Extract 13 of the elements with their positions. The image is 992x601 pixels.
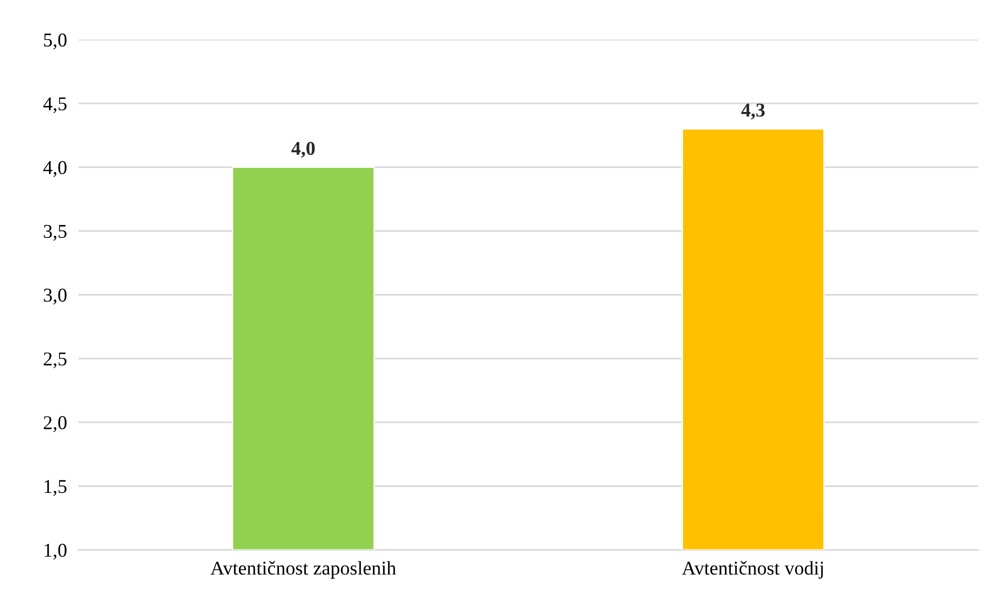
- y-tick-label: 2,0: [44, 416, 67, 432]
- y-tick-label: 3,0: [44, 288, 67, 305]
- y-tick-label: 5,0: [44, 33, 67, 50]
- y-tick-label: 2,5: [44, 352, 66, 368]
- x-tick-label: Avtentičnost vodij: [682, 561, 823, 579]
- y-tick-label: 1,0: [44, 544, 67, 560]
- y-tick-label: 3,5: [44, 224, 66, 241]
- y-tick-label: 4,0: [43, 161, 67, 177]
- y-tick-label: 4,5: [43, 97, 66, 114]
- data-label: 4,3: [741, 104, 765, 120]
- y-tick-label: 1,5: [44, 480, 66, 496]
- data-label: 4,0: [291, 142, 315, 158]
- x-tick-label: Avtentičnost zaposlenih: [210, 561, 396, 579]
